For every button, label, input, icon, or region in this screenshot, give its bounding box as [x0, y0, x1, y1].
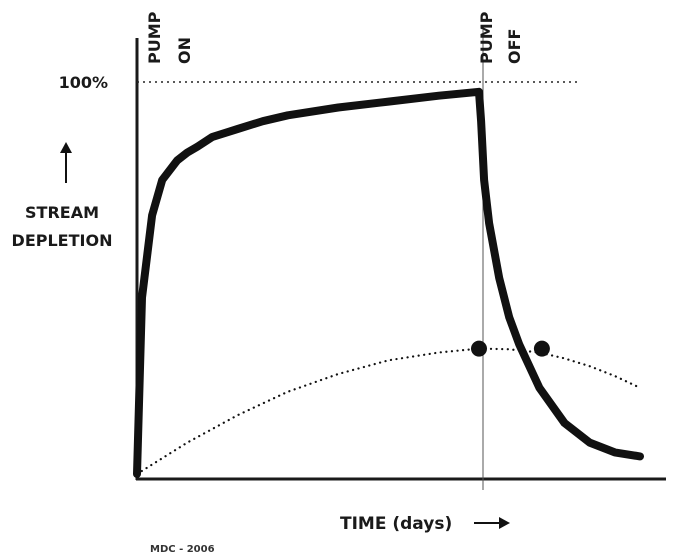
- pump-on-label-line2: ON: [175, 37, 194, 64]
- marker-layer: [471, 340, 550, 357]
- credit-label: MDC - 2006: [150, 544, 215, 555]
- series-dotted-curve: [135, 347, 642, 476]
- pump-on-label-line1: PUMP: [145, 11, 164, 64]
- x-axis-arrow-icon: [474, 517, 510, 529]
- y-axis-arrow-icon: [60, 142, 72, 183]
- series-layer: [133, 87, 644, 478]
- y-axis-label-line2: DEPLETION: [12, 231, 113, 250]
- pump-off-label-line1: PUMP: [477, 11, 496, 64]
- data-point-marker-2: [533, 340, 550, 357]
- data-point-marker-1: [471, 340, 487, 357]
- pump-off-label-line2: OFF: [505, 29, 524, 64]
- x-axis-label: TIME (days): [340, 514, 452, 534]
- series-depletion-curve: [133, 87, 644, 478]
- y-axis-label-line1: STREAM: [25, 203, 99, 222]
- y-tick-label-100: 100%: [59, 73, 108, 92]
